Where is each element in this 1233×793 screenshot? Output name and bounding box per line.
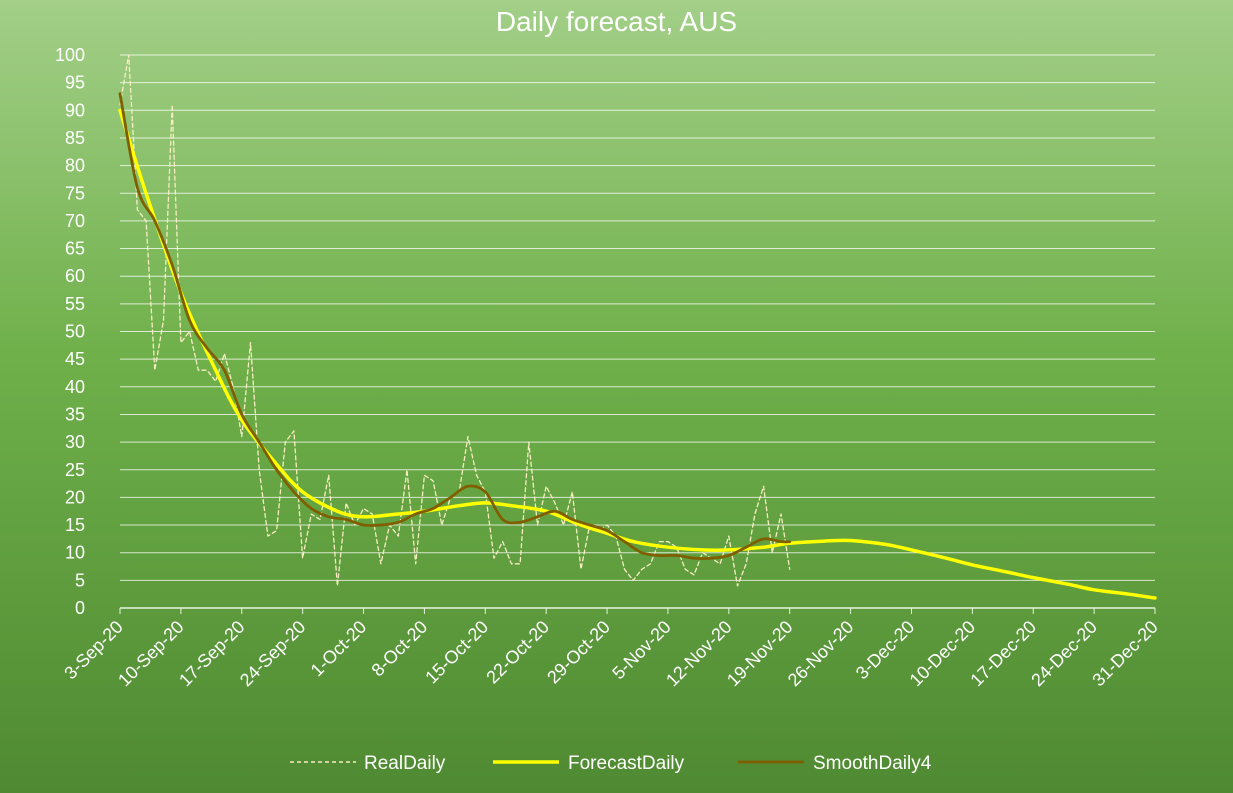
x-tick-label: 22-Oct-20: [482, 617, 553, 688]
x-tick-label: 17-Sep-20: [175, 617, 249, 691]
y-tick-label: 55: [65, 294, 85, 314]
y-tick-label: 100: [55, 45, 85, 65]
x-tick-label: 24-Dec-20: [1027, 617, 1101, 691]
legend: RealDaily ForecastDaily SmoothDaily4: [290, 753, 932, 774]
y-tick-label: 10: [65, 543, 85, 563]
y-axis-ticks: 0 5 10 15 20 25 30 35 40 45 50 55 60 65 70 75 80 85 90 95 10…: [55, 45, 85, 618]
y-tick-label: 5: [75, 570, 85, 590]
x-axis-ticks: 3-Sep-2010-Sep-2017-Sep-2024-Sep-201-Oct…: [60, 608, 1162, 690]
chart-title: Daily forecast, AUS: [495, 6, 738, 37]
y-tick-label: 20: [65, 487, 85, 507]
y-tick-label: 35: [65, 404, 85, 424]
gridlines: [120, 54, 1155, 609]
y-tick-label: 60: [65, 266, 85, 286]
x-tick-label: 15-Oct-20: [421, 617, 492, 688]
y-tick-label: 30: [65, 432, 85, 452]
x-tick-label: 24-Sep-20: [236, 617, 310, 691]
x-tick-label: 8-Oct-20: [368, 617, 432, 681]
series-line-forecast-daily: [118, 108, 1157, 600]
x-tick-label: 12-Nov-20: [662, 617, 736, 691]
y-tick-label: 25: [65, 460, 85, 480]
x-tick-label: 1-Oct-20: [307, 617, 371, 681]
series-line-smooth-daily-4: [118, 92, 792, 560]
y-tick-label: 15: [65, 515, 85, 535]
x-tick-label: 17-Dec-20: [966, 617, 1040, 691]
y-tick-label: 95: [65, 73, 85, 93]
x-tick-label: 31-Dec-20: [1088, 617, 1162, 691]
y-tick-label: 50: [65, 322, 85, 342]
y-tick-label: 0: [75, 598, 85, 618]
y-tick-label: 85: [65, 128, 85, 148]
x-tick-label: 26-Nov-20: [784, 617, 858, 691]
y-tick-label: 40: [65, 377, 85, 397]
legend-label-smooth-daily-4: SmoothDaily4: [813, 753, 932, 774]
y-tick-label: 70: [65, 211, 85, 231]
y-tick-label: 45: [65, 349, 85, 369]
y-tick-label: 90: [65, 100, 85, 120]
legend-label-real-daily: RealDaily: [364, 753, 446, 774]
series-lines: [118, 54, 1157, 600]
x-tick-label: 29-Oct-20: [543, 617, 614, 688]
x-tick-label: 19-Nov-20: [723, 617, 797, 691]
y-tick-label: 75: [65, 183, 85, 203]
x-tick-label: 10-Sep-20: [114, 617, 188, 691]
y-tick-label: 65: [65, 239, 85, 259]
x-tick-label: 10-Dec-20: [906, 617, 980, 691]
y-tick-label: 80: [65, 156, 85, 176]
series-line-real-daily: [119, 54, 791, 587]
legend-label-forecast-daily: ForecastDaily: [568, 753, 685, 774]
